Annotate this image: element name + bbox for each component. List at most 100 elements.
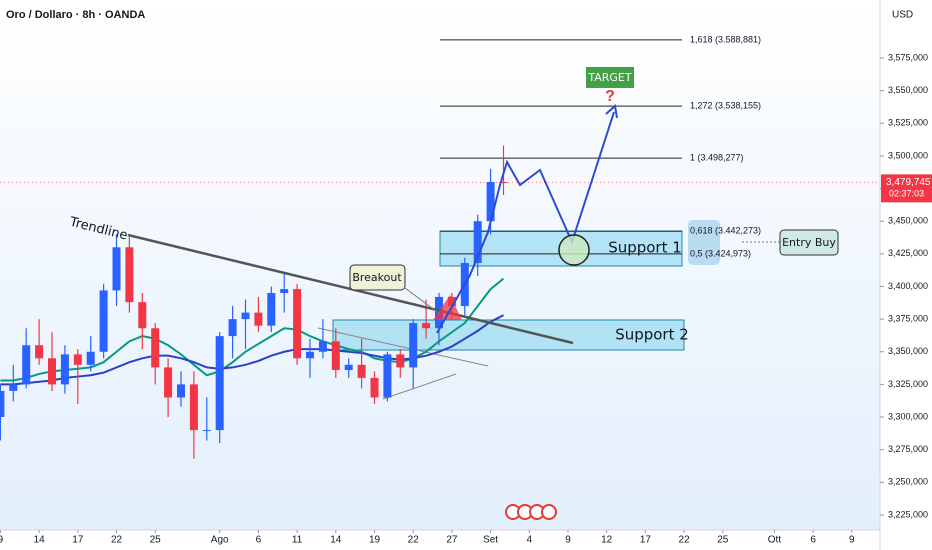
- target-question: ?: [605, 88, 615, 105]
- candle-body: [293, 289, 302, 359]
- x-tick-label: 6: [256, 535, 262, 546]
- support-2-label: Support 2: [615, 326, 689, 344]
- y-tick-label: 3,500,000: [888, 150, 928, 160]
- x-tick-label: 14: [34, 535, 46, 546]
- candle-body: [112, 247, 121, 291]
- x-tick-label: 12: [601, 535, 613, 546]
- x-tick-label: 22: [679, 535, 691, 546]
- candle-body: [73, 354, 82, 365]
- candle-body: [241, 312, 250, 320]
- fib-label-highlight: [688, 220, 720, 265]
- fib-label: 1,272 (3.538,155): [690, 100, 761, 110]
- y-tick-label: 3,275,000: [888, 444, 928, 454]
- pattern-line: [317, 327, 489, 367]
- support-1-label: Support 1: [608, 239, 682, 257]
- candle-body: [280, 289, 289, 294]
- candle-body: [99, 290, 108, 352]
- candle-body: [499, 182, 508, 184]
- candle-body: [396, 354, 405, 368]
- time-axis-background: [0, 530, 880, 550]
- x-tick-label: Ago: [211, 535, 229, 546]
- x-tick-label: 11: [292, 535, 303, 546]
- moving-average: [0, 314, 504, 386]
- candle-body: [151, 328, 160, 368]
- chart-title: Oro / Dollaro · 8h · OANDA: [6, 9, 145, 21]
- breakout-box: [349, 264, 406, 291]
- x-tick-label: 6: [810, 535, 816, 546]
- y-tick-label: 3,525,000: [888, 118, 928, 128]
- y-tick-label: 3,450,000: [888, 216, 928, 226]
- x-tick-label: 27: [446, 535, 458, 546]
- fib-label: 1 (3.498,277): [690, 153, 744, 163]
- candle-body: [344, 364, 353, 371]
- target-label: TARGET: [587, 71, 632, 84]
- y-tick-label: 3,225,000: [888, 509, 928, 519]
- candle-body: [60, 354, 69, 385]
- plot: [0, 145, 508, 459]
- x-tick-label: 9: [565, 535, 571, 546]
- target-box: [586, 67, 634, 88]
- candle-body: [35, 345, 44, 359]
- x-tick-label: 17: [72, 535, 84, 546]
- x-tick-label: 17: [640, 535, 652, 546]
- event-icons: [505, 504, 557, 520]
- candle-body: [383, 354, 392, 398]
- candle-body: [370, 377, 379, 398]
- y-tick-label: 3,375,000: [888, 313, 928, 323]
- candle-body: [473, 221, 482, 263]
- last-price-box: [881, 174, 932, 203]
- y-tick-label: 3,550,000: [888, 85, 928, 95]
- candle-body: [357, 364, 366, 378]
- candle-body: [215, 336, 224, 431]
- candle-body: [48, 358, 56, 385]
- candle-body: [318, 341, 327, 352]
- candle-body: [486, 182, 495, 222]
- entry-box: [779, 229, 839, 256]
- y-tick-label: 3,425,000: [888, 248, 928, 258]
- annotations: Trendline Breakout Support 1 Support 2 E…: [67, 67, 839, 520]
- candle-body: [267, 293, 276, 326]
- candle-body: [189, 384, 198, 431]
- x-tick-label: Set: [483, 535, 498, 546]
- candle-body: [254, 312, 263, 326]
- candle-body: [9, 384, 18, 391]
- last-price-label: 3,479,745: [886, 177, 931, 188]
- support-2-zone: [332, 319, 685, 351]
- x-tick-label: 25: [150, 535, 162, 546]
- axes: 3,225,000 3,250,000 3,275,000 3,300,000 3,32…: [0, 52, 932, 546]
- countdown: 02:37:03: [889, 189, 924, 199]
- breakout-pointer: [404, 287, 441, 315]
- candle-body: [22, 345, 31, 385]
- candle-body: [138, 302, 147, 329]
- event-icon: [541, 504, 557, 520]
- x-tick-label: 9: [0, 535, 4, 546]
- projection-path: [436, 111, 615, 334]
- y-tick-label: 3,300,000: [888, 411, 928, 421]
- breakout-marker: [433, 295, 462, 320]
- trendline: [127, 233, 574, 345]
- price-axis-background: [880, 0, 932, 550]
- candle-body: [331, 341, 340, 371]
- x-tick-label: 19: [369, 535, 381, 546]
- candle-body: [86, 351, 95, 365]
- candle-body: [422, 323, 431, 329]
- candle-body: [202, 430, 211, 432]
- fib-label: 0,5 (3.424,973): [690, 248, 751, 258]
- y-tick-label: 3,400,000: [888, 281, 928, 291]
- x-tick-label: Ott: [768, 535, 782, 546]
- x-tick-label: 14: [330, 535, 342, 546]
- currency: USD: [892, 10, 913, 21]
- pattern-line: [382, 373, 457, 400]
- candle-body: [125, 247, 134, 303]
- y-tick-label: 3,250,000: [888, 477, 928, 487]
- x-tick-label: 25: [717, 535, 729, 546]
- x-tick-label: 9: [849, 535, 855, 546]
- y-tick-label: 3,350,000: [888, 346, 928, 356]
- candle-body: [177, 384, 185, 398]
- breakout-label: Breakout: [352, 271, 402, 284]
- candle-body: [0, 390, 5, 418]
- candle-body: [228, 319, 237, 337]
- x-tick-label: 4: [527, 535, 533, 546]
